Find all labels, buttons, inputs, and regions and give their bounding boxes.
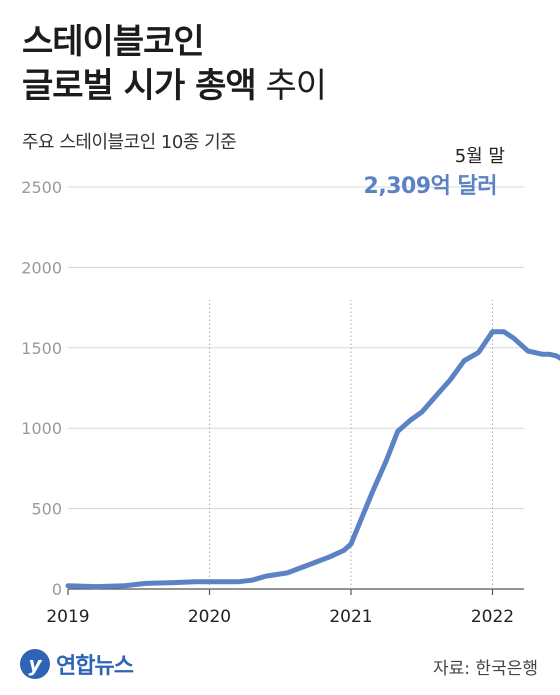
y-tick-label: 1000 [21, 419, 62, 438]
y-tick-label: 0 [52, 580, 62, 599]
series-layer [65, 329, 560, 590]
grid-lines [68, 186, 524, 590]
chart-subtitle: 주요 스테이블코인 10종 기준 [22, 132, 237, 153]
annotation-line-2: 2,309억 달러 [364, 174, 497, 199]
title-line-2: 글로벌 시가 총액 추이 [22, 64, 327, 108]
x-tick-label: 2022 [471, 607, 514, 627]
yonhap-logo: y 연합뉴스 [20, 648, 134, 680]
x-tick-label: 2020 [188, 607, 231, 627]
year-guide-lines [209, 300, 493, 589]
annotation-layer: 5월 말 2,309억 달러 [364, 146, 505, 199]
chart-title: 스테이블코인 글로벌 시가 총액 추이 [22, 20, 327, 108]
y-tick-label: 1500 [21, 339, 62, 358]
series-line-0 [65, 329, 560, 590]
y-tick-label: 2000 [21, 258, 62, 277]
y-tick-label: 2500 [21, 178, 62, 197]
title-line-2-bold: 글로벌 시가 총액 [22, 66, 257, 106]
y-tick-label: 500 [31, 500, 62, 519]
logo-text: 연합뉴스 [56, 654, 134, 679]
x-axis-ticks: 2019202020212022202320242025년 [46, 589, 514, 627]
x-tick-label: 2021 [329, 607, 372, 627]
source-note: 자료: 한국은행 [433, 659, 538, 679]
yonhap-logo-icon: y [20, 649, 50, 679]
annotation-line-1: 5월 말 [455, 146, 505, 167]
title-line-1: 스테이블코인 [22, 22, 205, 62]
y-axis-ticks: 0 500 1000 1500 2000 2500 [21, 178, 62, 599]
title-line-2-light: 추이 [255, 66, 327, 106]
x-tick-label: 2019 [46, 607, 89, 627]
